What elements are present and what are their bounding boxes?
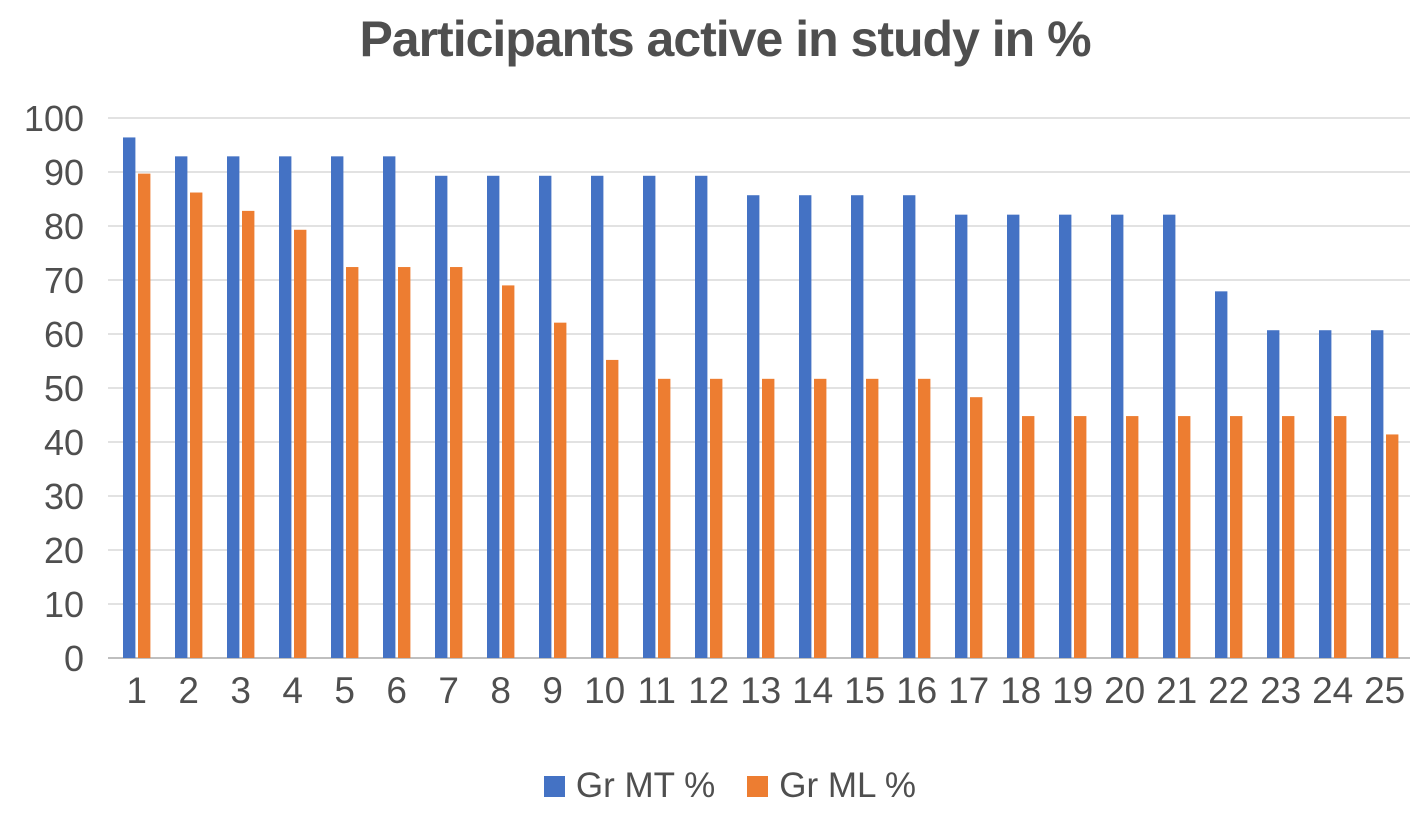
- x-axis-category-label-14: 14: [792, 670, 833, 711]
- x-axis-category-label-23: 23: [1260, 670, 1301, 711]
- y-axis-tick-label-30: 30: [44, 476, 84, 517]
- bar-gr-mt-2: [175, 156, 188, 658]
- bar-gr-mt-21: [1163, 214, 1176, 658]
- x-axis-category-label-10: 10: [584, 670, 625, 711]
- bar-gr-ml-10: [606, 359, 619, 658]
- x-axis-category-label-16: 16: [896, 670, 937, 711]
- bar-gr-ml-5: [346, 267, 359, 658]
- bar-gr-ml-20: [1126, 416, 1139, 658]
- bar-gr-ml-15: [866, 378, 879, 658]
- bar-gr-ml-11: [658, 378, 671, 658]
- bar-gr-mt-6: [383, 156, 396, 658]
- y-axis-tick-label-50: 50: [44, 368, 84, 409]
- bar-gr-ml-18: [1022, 416, 1035, 658]
- legend-swatch-gr-ml: [747, 775, 769, 797]
- bar-gr-mt-5: [331, 156, 344, 658]
- bar-gr-ml-23: [1282, 416, 1295, 658]
- y-axis-tick-label-80: 80: [44, 206, 84, 247]
- bar-gr-ml-7: [450, 267, 463, 658]
- y-axis-tick-label-0: 0: [64, 638, 84, 679]
- bar-gr-ml-3: [242, 210, 255, 658]
- bar-gr-mt-8: [487, 175, 500, 658]
- x-axis-category-label-12: 12: [688, 670, 729, 711]
- chart-legend: Gr MT % Gr ML %: [0, 763, 1418, 809]
- bar-gr-ml-1: [138, 173, 151, 658]
- x-axis-category-label-20: 20: [1104, 670, 1145, 711]
- bar-gr-ml-2: [190, 192, 203, 658]
- bar-gr-mt-18: [1007, 214, 1020, 658]
- bar-gr-mt-22: [1215, 291, 1228, 658]
- legend-label-gr-ml: Gr ML %: [779, 766, 917, 805]
- y-axis-tick-label-70: 70: [44, 260, 84, 301]
- x-axis-category-label-2: 2: [178, 670, 199, 711]
- bar-gr-mt-13: [747, 195, 760, 658]
- x-axis-category-label-15: 15: [844, 670, 885, 711]
- bar-gr-mt-17: [955, 214, 968, 658]
- bar-gr-mt-4: [279, 156, 292, 658]
- x-axis-category-label-13: 13: [740, 670, 781, 711]
- bar-gr-ml-24: [1334, 416, 1347, 658]
- bar-gr-ml-22: [1230, 416, 1243, 658]
- x-axis-category-label-24: 24: [1312, 670, 1353, 711]
- x-axis-category-label-4: 4: [282, 670, 303, 711]
- y-axis-tick-label-100: 100: [24, 98, 84, 139]
- x-axis-category-label-6: 6: [386, 670, 407, 711]
- bar-gr-ml-19: [1074, 416, 1087, 658]
- bar-gr-mt-25: [1371, 330, 1384, 658]
- bar-gr-ml-9: [554, 322, 567, 658]
- x-axis-category-label-9: 9: [542, 670, 563, 711]
- bar-gr-ml-21: [1178, 416, 1191, 658]
- y-axis-tick-label-90: 90: [44, 152, 84, 193]
- bar-gr-mt-20: [1111, 214, 1124, 658]
- x-axis-category-label-8: 8: [490, 670, 511, 711]
- bar-gr-mt-16: [903, 195, 916, 658]
- x-axis-category-label-7: 7: [438, 670, 459, 711]
- bar-gr-mt-19: [1059, 214, 1072, 658]
- x-axis-category-label-21: 21: [1156, 670, 1197, 711]
- chart-title: Participants active in study in %: [359, 11, 1091, 67]
- legend-item-gr-mt: Gr MT %: [543, 766, 716, 806]
- bar-gr-ml-12: [710, 378, 723, 658]
- bar-gr-ml-16: [918, 378, 931, 658]
- bar-gr-mt-7: [435, 175, 448, 658]
- y-axis-tick-label-60: 60: [44, 314, 84, 355]
- bar-gr-ml-17: [970, 397, 983, 658]
- x-axis-category-label-3: 3: [230, 670, 251, 711]
- bar-gr-ml-14: [814, 378, 827, 658]
- bar-gr-ml-13: [762, 378, 775, 658]
- x-axis-category-label-18: 18: [1000, 670, 1041, 711]
- x-axis-category-label-5: 5: [334, 670, 355, 711]
- x-axis-category-label-25: 25: [1364, 670, 1405, 711]
- y-axis-tick-label-40: 40: [44, 422, 84, 463]
- bar-gr-mt-14: [799, 195, 812, 658]
- bar-gr-mt-1: [123, 137, 136, 658]
- bar-gr-mt-23: [1267, 330, 1280, 658]
- bar-gr-mt-10: [591, 175, 604, 658]
- bar-gr-mt-12: [695, 175, 708, 658]
- bar-gr-mt-9: [539, 175, 552, 658]
- y-axis-tick-label-20: 20: [44, 530, 84, 571]
- legend-label-gr-mt: Gr MT %: [575, 766, 716, 805]
- bar-gr-mt-3: [227, 156, 240, 658]
- x-axis-category-label-22: 22: [1208, 670, 1249, 711]
- legend-swatch-gr-mt: [543, 775, 565, 797]
- x-axis-category-label-1: 1: [126, 670, 147, 711]
- bar-gr-mt-24: [1319, 330, 1332, 658]
- legend-item-gr-ml: Gr ML %: [747, 766, 916, 806]
- bar-gr-ml-6: [398, 267, 411, 658]
- x-axis-category-label-11: 11: [637, 670, 675, 711]
- x-axis-category-label-19: 19: [1052, 670, 1093, 711]
- bar-gr-ml-4: [294, 229, 307, 658]
- x-axis-category-label-17: 17: [948, 670, 989, 711]
- y-axis-tick-label-10: 10: [44, 584, 84, 625]
- bar-gr-mt-15: [851, 195, 864, 658]
- bar-gr-mt-11: [643, 175, 656, 658]
- bar-gr-ml-8: [502, 285, 515, 658]
- bar-gr-ml-25: [1386, 434, 1399, 658]
